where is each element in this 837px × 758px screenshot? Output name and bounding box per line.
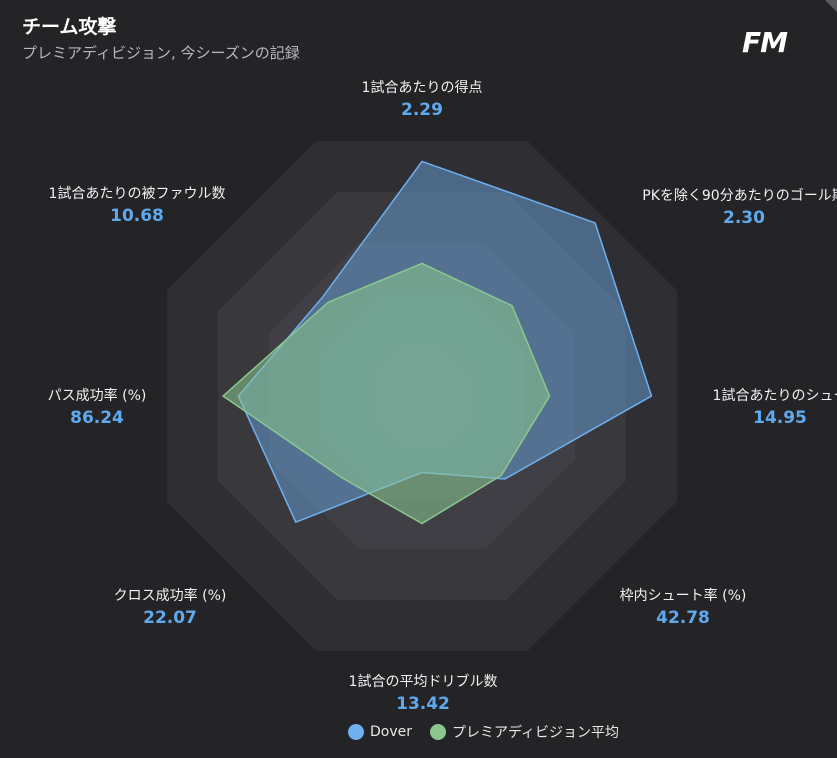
axis-label-1: PKを除く90分あたりのゴール期 [642, 187, 837, 204]
axis-label-7: 1試合あたりの被ファウル数 [49, 186, 226, 202]
axis-label-3: 枠内シュート率 (%) [620, 587, 747, 604]
axis-label-6: パス成功率 (%) [48, 387, 147, 404]
legend-item-dover[interactable]: Dover [348, 724, 412, 740]
corner-marker [825, 0, 837, 12]
legend-dot-dover [348, 724, 364, 740]
radar-axis-labels: 1試合あたりの得点 2.29 PKを除く90分あたりのゴール期 2.30 1試合あたりの… [48, 79, 837, 714]
chart-legend: Dover プレミアディビジョン平均 [348, 722, 619, 742]
axis-value-6: 86.24 [70, 408, 124, 428]
legend-dot-average [430, 724, 446, 740]
series-polygon-average [221, 262, 551, 525]
axis-label-4: 1試合の平均ドリブル数 [349, 673, 498, 690]
legend-item-average[interactable]: プレミアディビジョン平均 [430, 722, 619, 742]
axis-value-2: 14.95 [753, 408, 807, 428]
axis-value-0: 2.29 [401, 100, 443, 120]
chart-title: チーム攻撃 [22, 16, 117, 38]
axis-value-5: 22.07 [143, 608, 197, 628]
axis-value-1: 2.30 [723, 208, 765, 228]
axis-label-5: クロス成功率 (%) [114, 587, 227, 604]
fm-logo: FM [742, 26, 788, 59]
axis-value-3: 42.78 [656, 608, 710, 628]
axis-value-7: 10.68 [110, 206, 164, 226]
axis-value-4: 13.42 [396, 694, 450, 714]
legend-label-dover: Dover [370, 724, 412, 740]
radar-series [221, 160, 653, 525]
axis-label-0: 1試合あたりの得点 [362, 79, 483, 96]
chart-subtitle: プレミアディビジョン, 今シーズンの記録 [22, 44, 300, 62]
axis-label-2: 1試合あたりのシュー [713, 388, 837, 404]
legend-label-average: プレミアディビジョン平均 [452, 725, 620, 741]
